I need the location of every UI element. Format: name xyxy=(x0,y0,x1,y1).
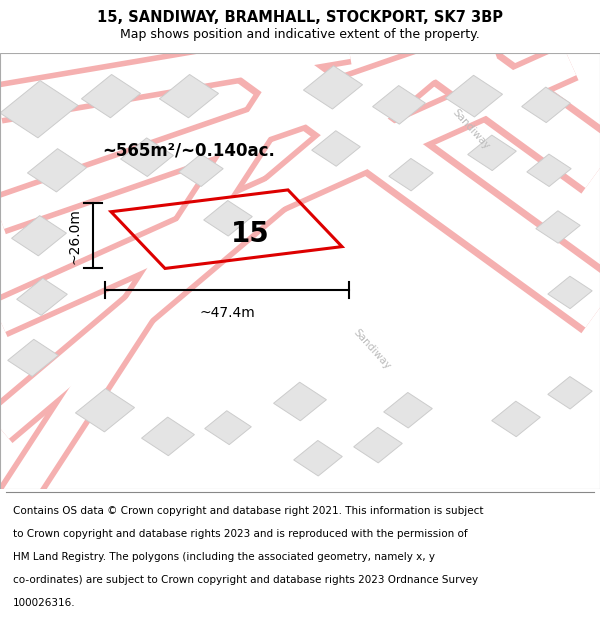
Polygon shape xyxy=(8,339,58,376)
Polygon shape xyxy=(142,417,194,456)
Text: 15, SANDIWAY, BRAMHALL, STOCKPORT, SK7 3BP: 15, SANDIWAY, BRAMHALL, STOCKPORT, SK7 3… xyxy=(97,11,503,26)
Polygon shape xyxy=(491,401,541,437)
Text: Map shows position and indicative extent of the property.: Map shows position and indicative extent… xyxy=(120,28,480,41)
Polygon shape xyxy=(383,392,433,428)
Text: HM Land Registry. The polygons (including the associated geometry, namely x, y: HM Land Registry. The polygons (includin… xyxy=(13,552,435,562)
Polygon shape xyxy=(467,135,517,171)
Polygon shape xyxy=(76,389,134,432)
Polygon shape xyxy=(11,216,67,256)
Polygon shape xyxy=(548,376,592,409)
Polygon shape xyxy=(160,74,218,118)
Polygon shape xyxy=(205,411,251,444)
Text: ~565m²/~0.140ac.: ~565m²/~0.140ac. xyxy=(103,142,275,159)
Text: Sandiway: Sandiway xyxy=(451,107,491,151)
Polygon shape xyxy=(536,211,580,243)
Text: 15: 15 xyxy=(231,219,270,248)
Polygon shape xyxy=(28,149,86,192)
Polygon shape xyxy=(293,441,343,476)
Text: ~47.4m: ~47.4m xyxy=(199,306,255,319)
Polygon shape xyxy=(274,382,326,421)
Polygon shape xyxy=(203,201,253,236)
Polygon shape xyxy=(373,86,425,124)
Text: Sandiway: Sandiway xyxy=(352,327,392,371)
Text: Contains OS data © Crown copyright and database right 2021. This information is : Contains OS data © Crown copyright and d… xyxy=(13,506,484,516)
Polygon shape xyxy=(179,154,223,186)
Polygon shape xyxy=(527,154,571,186)
Polygon shape xyxy=(17,278,67,316)
Polygon shape xyxy=(353,428,403,463)
Text: 100026316.: 100026316. xyxy=(13,598,76,608)
Polygon shape xyxy=(304,66,362,109)
Polygon shape xyxy=(445,75,503,117)
Text: co-ordinates) are subject to Crown copyright and database rights 2023 Ordnance S: co-ordinates) are subject to Crown copyr… xyxy=(13,575,478,585)
Text: to Crown copyright and database rights 2023 and is reproduced with the permissio: to Crown copyright and database rights 2… xyxy=(13,529,468,539)
Polygon shape xyxy=(548,276,592,309)
Polygon shape xyxy=(311,131,361,166)
Polygon shape xyxy=(0,81,78,138)
Polygon shape xyxy=(521,87,571,123)
Polygon shape xyxy=(82,74,140,118)
Polygon shape xyxy=(389,158,433,191)
Polygon shape xyxy=(121,138,173,176)
Text: ~26.0m: ~26.0m xyxy=(67,208,81,264)
